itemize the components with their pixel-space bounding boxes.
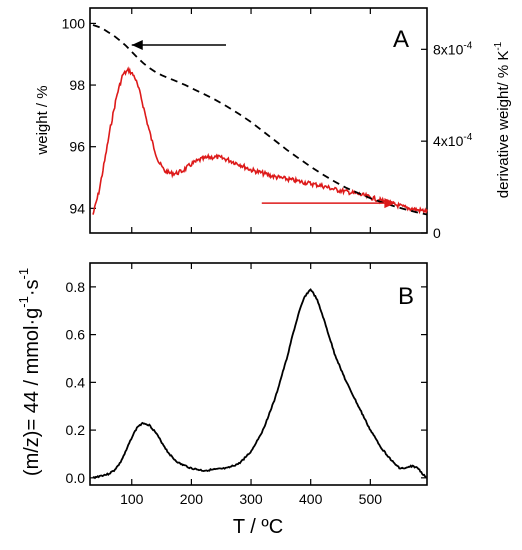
derivative-tick-label: 4x10-4 [433, 132, 473, 149]
mz44-axis-label-mid: ·s [21, 279, 43, 296]
panel-a-frame [89, 7, 428, 234]
derivative-axis-label-main: derivative weight/ % K [495, 51, 512, 199]
annotation-arrow-head [131, 39, 143, 50]
panel-a-arrows [131, 39, 396, 209]
panel-a: 94 96 98 100 0 4x10-4 8x10-4 A weight / % der… [34, 7, 512, 241]
panel-a-letter: A [393, 26, 409, 53]
temperature-tick-label: 400 [299, 491, 323, 507]
derivative-axis-label: derivative weight/ % K-1 [493, 41, 512, 198]
weight-tick-label: 96 [69, 139, 85, 155]
derivative-tick-label: 0 [433, 225, 441, 241]
panel-a-right-ticks: 0 4x10-4 8x10-4 [421, 40, 473, 241]
derivative-axis-label-sup: -1 [493, 41, 504, 50]
panel-b: 100 200 300 400 500 0.0 0.2 0.4 0.6 0.8 B T / ºC… [16, 262, 428, 538]
mz44-tick-label: 0.2 [66, 422, 86, 438]
mz44-axis-label-sup1: -1 [16, 296, 31, 308]
weight-line [92, 24, 428, 216]
derivative-tick-label: 8x10-4 [433, 40, 473, 57]
temperature-axis-label: T / ºC [233, 516, 283, 538]
mz44-axis-label: (m/z)= 44 / mmol·g-1·s-1 [16, 268, 43, 476]
derivative-weight-line [92, 66, 428, 215]
weight-tick-label: 98 [69, 77, 85, 93]
mz44-tick-label: 0.0 [66, 470, 86, 486]
mz44-tick-label: 0.4 [66, 374, 86, 390]
mz44-axis-label-sup2: -1 [16, 268, 31, 280]
temperature-tick-label: 300 [239, 491, 263, 507]
panel-b-x-ticks: 100 200 300 400 500 [120, 263, 382, 507]
mz44-tick-label: 0.6 [66, 327, 86, 343]
panel-a-x-ticks [131, 8, 371, 233]
weight-tick-label: 94 [69, 200, 85, 216]
annotation-arrow-head [384, 198, 396, 209]
weight-axis-label: weight / % [34, 85, 51, 155]
panel-b-letter: B [398, 283, 414, 310]
temperature-tick-label: 200 [180, 491, 204, 507]
temperature-tick-label: 100 [120, 491, 144, 507]
temperature-tick-label: 500 [359, 491, 383, 507]
panel-a-left-ticks: 94 96 98 100 [62, 15, 96, 216]
mz44-axis-label-main: (m/z)= 44 / mmol·g [21, 308, 43, 476]
panel-b-frame [89, 262, 428, 486]
mz44-tick-label: 0.8 [66, 279, 86, 295]
panel-b-y-ticks: 0.0 0.2 0.4 0.6 0.8 [66, 279, 427, 486]
weight-tick-label: 100 [62, 15, 86, 31]
mz44-line [92, 288, 427, 480]
